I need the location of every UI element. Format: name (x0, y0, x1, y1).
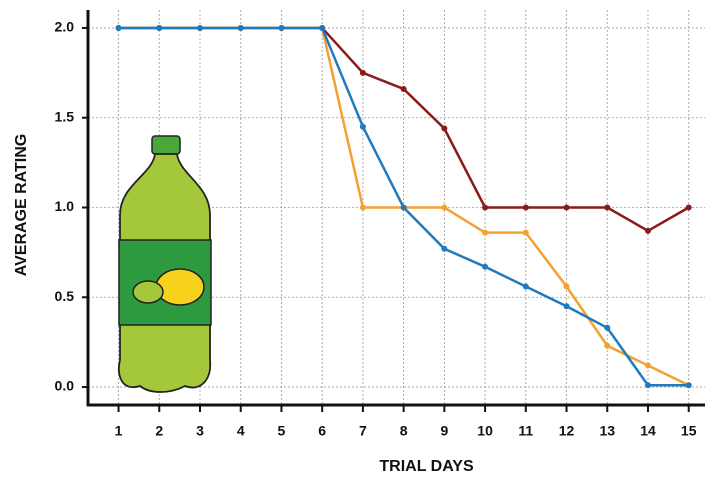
point (563, 283, 570, 290)
y-tick-label: 2.0 (55, 19, 75, 35)
y-tick-label: 0.5 (55, 288, 75, 304)
point (482, 229, 489, 236)
y-tick-label: 0.0 (55, 378, 75, 394)
x-tick-label: 9 (440, 423, 448, 439)
point (359, 123, 366, 130)
point (563, 303, 570, 310)
x-tick-label: 11 (518, 423, 533, 439)
point (604, 204, 611, 211)
x-tick-label: 3 (196, 423, 204, 439)
x-tick-label: 12 (559, 423, 575, 439)
point (441, 125, 448, 132)
x-tick-label: 5 (278, 423, 286, 439)
point (685, 204, 692, 211)
point (441, 204, 448, 211)
point (522, 283, 529, 290)
point (359, 69, 366, 76)
y-tick-label: 1.0 (55, 198, 75, 214)
point (278, 24, 285, 31)
point (319, 24, 326, 31)
point (400, 204, 407, 211)
x-tick-label: 1 (115, 423, 123, 439)
x-axis-label: TRIAL DAYS (379, 458, 474, 475)
x-tick-label: 7 (359, 423, 367, 439)
y-tick-label: 1.5 (55, 108, 75, 124)
point (563, 204, 570, 211)
point (400, 86, 407, 92)
y-axis-label: AVERAGE RATING (13, 134, 30, 277)
x-tick-label: 13 (599, 423, 615, 439)
point (441, 245, 448, 252)
x-tick-label: 15 (681, 423, 697, 439)
x-tick-label: 6 (318, 423, 326, 439)
point (115, 24, 122, 31)
point (482, 204, 489, 211)
point (237, 24, 244, 31)
point (196, 24, 203, 31)
point (156, 24, 163, 31)
point (482, 263, 489, 270)
point (604, 324, 611, 331)
x-tick-label: 14 (640, 423, 656, 439)
point (604, 342, 611, 349)
point (522, 229, 529, 236)
x-tick-label: 2 (155, 423, 163, 439)
point (522, 204, 529, 211)
point (644, 227, 651, 234)
x-tick-label: 8 (400, 423, 408, 439)
point (685, 382, 692, 389)
point (644, 362, 651, 369)
point (359, 204, 366, 211)
x-tick-label: 4 (237, 423, 245, 439)
x-tick-label: 10 (477, 423, 493, 439)
bottle-illustration (118, 135, 212, 393)
point (644, 382, 651, 389)
